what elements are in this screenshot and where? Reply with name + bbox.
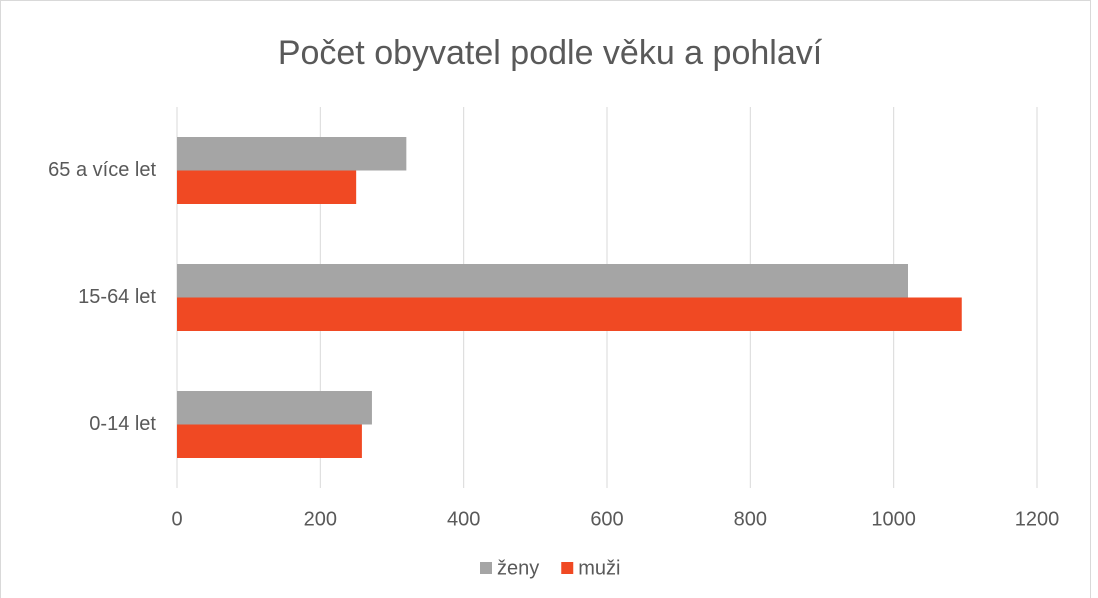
x-tick-label: 1000 xyxy=(871,508,916,530)
x-tick-label: 800 xyxy=(734,508,767,530)
chart-title: Počet obyvatel podle věku a pohlaví xyxy=(278,34,823,72)
legend-swatch xyxy=(561,562,574,574)
bar xyxy=(177,137,407,171)
bar xyxy=(177,170,357,204)
bar xyxy=(177,424,362,458)
legend-label: ženy xyxy=(497,557,539,579)
y-tick-label: 0-14 let xyxy=(89,413,156,435)
bar xyxy=(177,391,372,425)
y-tick-label: 65 a více let xyxy=(48,159,156,181)
x-tick-label: 400 xyxy=(447,508,480,530)
bar xyxy=(177,264,908,298)
x-tick-label: 600 xyxy=(590,508,623,530)
legend-swatch xyxy=(480,562,492,574)
x-tick-label: 1200 xyxy=(1015,508,1060,530)
bar xyxy=(177,297,962,331)
y-tick-label: 15-64 let xyxy=(78,286,156,308)
x-tick-label: 0 xyxy=(171,508,182,530)
x-tick-label: 200 xyxy=(304,508,337,530)
legend-label: muži xyxy=(578,557,620,579)
